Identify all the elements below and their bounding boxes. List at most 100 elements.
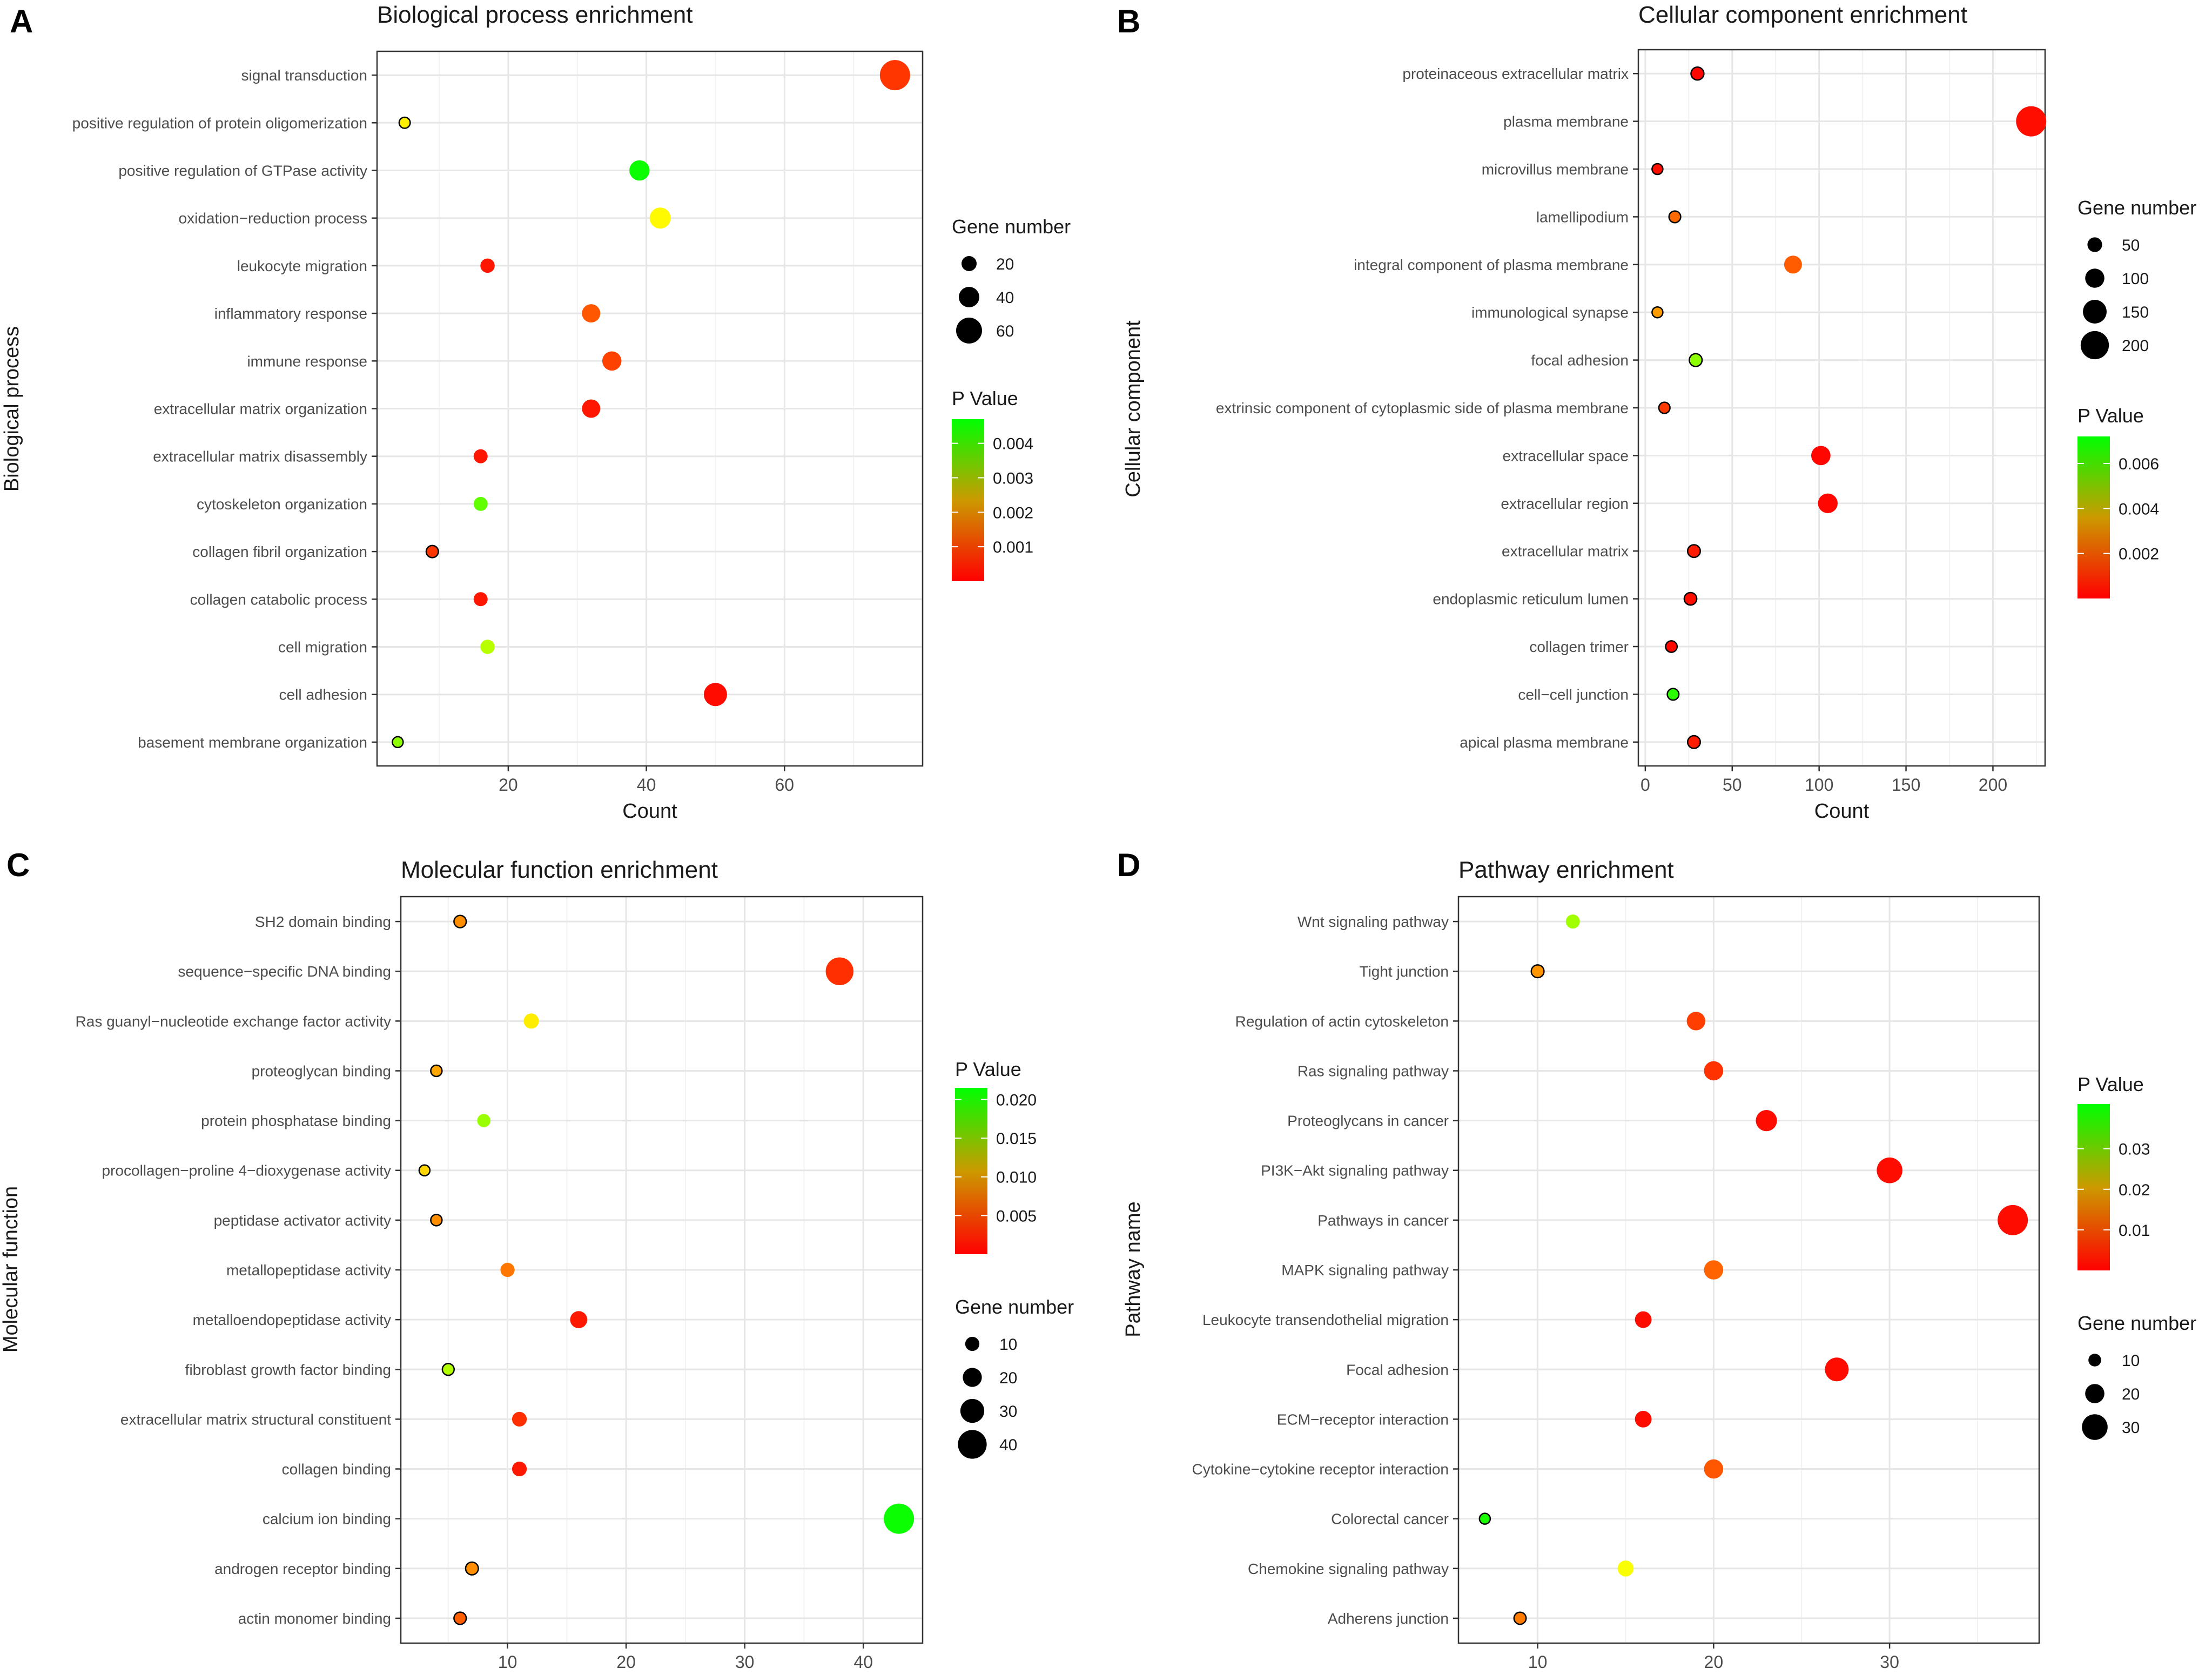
data-point — [473, 592, 488, 607]
pvalue-legend-title: P Value — [955, 1058, 1021, 1080]
category-label: focal adhesion — [1531, 352, 1629, 369]
x-axis-title: Count — [1814, 800, 1870, 823]
size-legend-label: 40 — [999, 1436, 1017, 1454]
size-legend-key — [2085, 1384, 2105, 1403]
size-legend-key — [959, 287, 979, 307]
data-point — [1689, 353, 1703, 367]
category-label: Wnt signaling pathway — [1297, 913, 1449, 930]
data-point — [1658, 401, 1671, 414]
data-point — [1683, 591, 1698, 606]
colorbar-label: 0.020 — [996, 1091, 1037, 1109]
data-point — [2016, 106, 2047, 137]
data-point — [825, 957, 854, 985]
pvalue-legend-title: P Value — [2077, 1073, 2144, 1095]
colorbar-label: 0.006 — [2119, 455, 2159, 473]
category-label: cell adhesion — [279, 687, 367, 703]
pvalue-colorbar — [955, 1088, 987, 1254]
size-legend-label: 20 — [999, 1369, 1017, 1387]
colorbar-label: 0.01 — [2119, 1222, 2150, 1240]
data-point — [430, 1064, 443, 1078]
category-label: calcium ion binding — [263, 1511, 391, 1528]
category-label: cytoskeleton organization — [197, 496, 367, 513]
x-tick-label: 200 — [1979, 775, 2007, 795]
data-point — [1651, 163, 1664, 176]
data-point — [629, 160, 650, 181]
panel-a: A Biological process enrichment signal tra… — [1, 2, 1071, 823]
category-label: apical plasma membrane — [1460, 734, 1629, 751]
x-tick-label: 150 — [1892, 775, 1920, 795]
category-label: positive regulation of protein oligomeri… — [72, 115, 367, 131]
category-label: extracellular matrix — [1502, 543, 1629, 560]
panel-b: B Cellular component enrichment proteinace… — [1117, 2, 2196, 823]
category-label: extracellular matrix structural constitu… — [120, 1411, 391, 1428]
category-label: Adherens junction — [1328, 1610, 1449, 1627]
category-label: extracellular region — [1501, 495, 1629, 512]
category-label: MAPK signaling pathway — [1281, 1262, 1449, 1279]
category-label: androgen receptor binding — [214, 1560, 391, 1577]
category-label: protein phosphatase binding — [201, 1113, 391, 1129]
chart-title: Cellular component enrichment — [1638, 2, 1967, 28]
data-point — [1704, 1260, 1724, 1280]
data-point — [884, 1503, 915, 1534]
category-label: proteinaceous extracellular matrix — [1402, 65, 1629, 82]
panel-letter: A — [10, 3, 33, 39]
data-point — [392, 736, 404, 749]
x-tick-label: 50 — [1723, 775, 1742, 795]
panel-letter: C — [6, 847, 30, 883]
category-label: Cytokine−cytokine receptor interaction — [1192, 1461, 1449, 1478]
size-legend-key — [2082, 1414, 2108, 1440]
x-tick-label: 10 — [1528, 1652, 1548, 1672]
colorbar-label: 0.001 — [993, 539, 1033, 556]
category-label: ECM−receptor interaction — [1277, 1411, 1449, 1428]
category-label: Chemokine signaling pathway — [1248, 1560, 1449, 1577]
category-label: extracellular matrix organization — [154, 401, 367, 418]
category-label: extracellular matrix disassembly — [153, 448, 367, 465]
size-legend-key — [2080, 331, 2109, 360]
size-legend-key — [2088, 1354, 2101, 1367]
data-point — [1877, 1157, 1902, 1183]
category-label: basement membrane organization — [138, 734, 367, 751]
data-point — [1666, 688, 1680, 701]
colorbar-label: 0.03 — [2119, 1141, 2150, 1159]
size-legend-title: Gene number — [2077, 197, 2196, 219]
size-legend-label: 30 — [999, 1403, 1017, 1421]
data-point — [398, 116, 411, 129]
data-point — [1668, 210, 1682, 224]
data-point — [425, 544, 439, 559]
category-label: oxidation−reduction process — [179, 210, 367, 227]
category-label: leukocyte migration — [237, 258, 367, 274]
category-label: Tight junction — [1360, 963, 1449, 980]
data-point — [1818, 493, 1838, 514]
data-point — [480, 258, 495, 273]
category-label: extracellular space — [1503, 447, 1629, 464]
data-point — [703, 683, 727, 707]
category-label: metalloendopeptidase activity — [193, 1311, 391, 1328]
category-label: positive regulation of GTPase activity — [118, 163, 367, 179]
x-tick-label: 30 — [735, 1652, 755, 1672]
category-label: Pathways in cancer — [1317, 1212, 1449, 1229]
data-point — [512, 1411, 527, 1427]
data-point — [1635, 1311, 1652, 1328]
category-label: extrinsic component of cytoplasmic side … — [1216, 400, 1629, 416]
x-tick-label: 30 — [1880, 1652, 1899, 1672]
data-point — [1665, 640, 1678, 653]
size-legend-label: 40 — [996, 289, 1014, 307]
pvalue-colorbar — [2077, 1104, 2110, 1270]
data-point — [1635, 1411, 1652, 1428]
size-legend-label: 10 — [2122, 1352, 2140, 1370]
data-point — [602, 351, 622, 371]
size-legend-key — [965, 1336, 980, 1351]
size-legend-label: 20 — [996, 255, 1014, 273]
size-legend-label: 10 — [999, 1336, 1017, 1354]
data-point — [477, 1114, 490, 1127]
y-axis-title: Cellular component — [1122, 320, 1145, 497]
size-legend-key — [958, 1430, 987, 1459]
category-label: collagen fibril organization — [192, 543, 367, 560]
data-point — [649, 207, 671, 229]
category-label: microvillus membrane — [1482, 161, 1629, 178]
category-label: Colorectal cancer — [1331, 1511, 1449, 1528]
size-legend-label: 150 — [2122, 304, 2149, 321]
size-legend-label: 50 — [2122, 237, 2140, 254]
category-label: plasma membrane — [1503, 113, 1629, 130]
